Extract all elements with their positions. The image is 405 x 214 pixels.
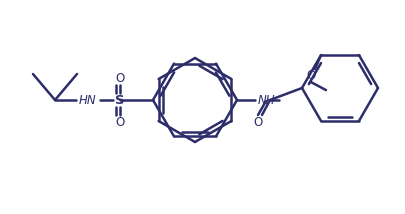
Text: HN: HN [79,94,96,107]
Text: O: O [306,69,315,82]
Text: S: S [115,94,124,107]
Text: O: O [115,116,124,128]
Text: NH: NH [258,94,275,107]
Text: O: O [253,116,262,128]
Text: O: O [115,71,124,85]
